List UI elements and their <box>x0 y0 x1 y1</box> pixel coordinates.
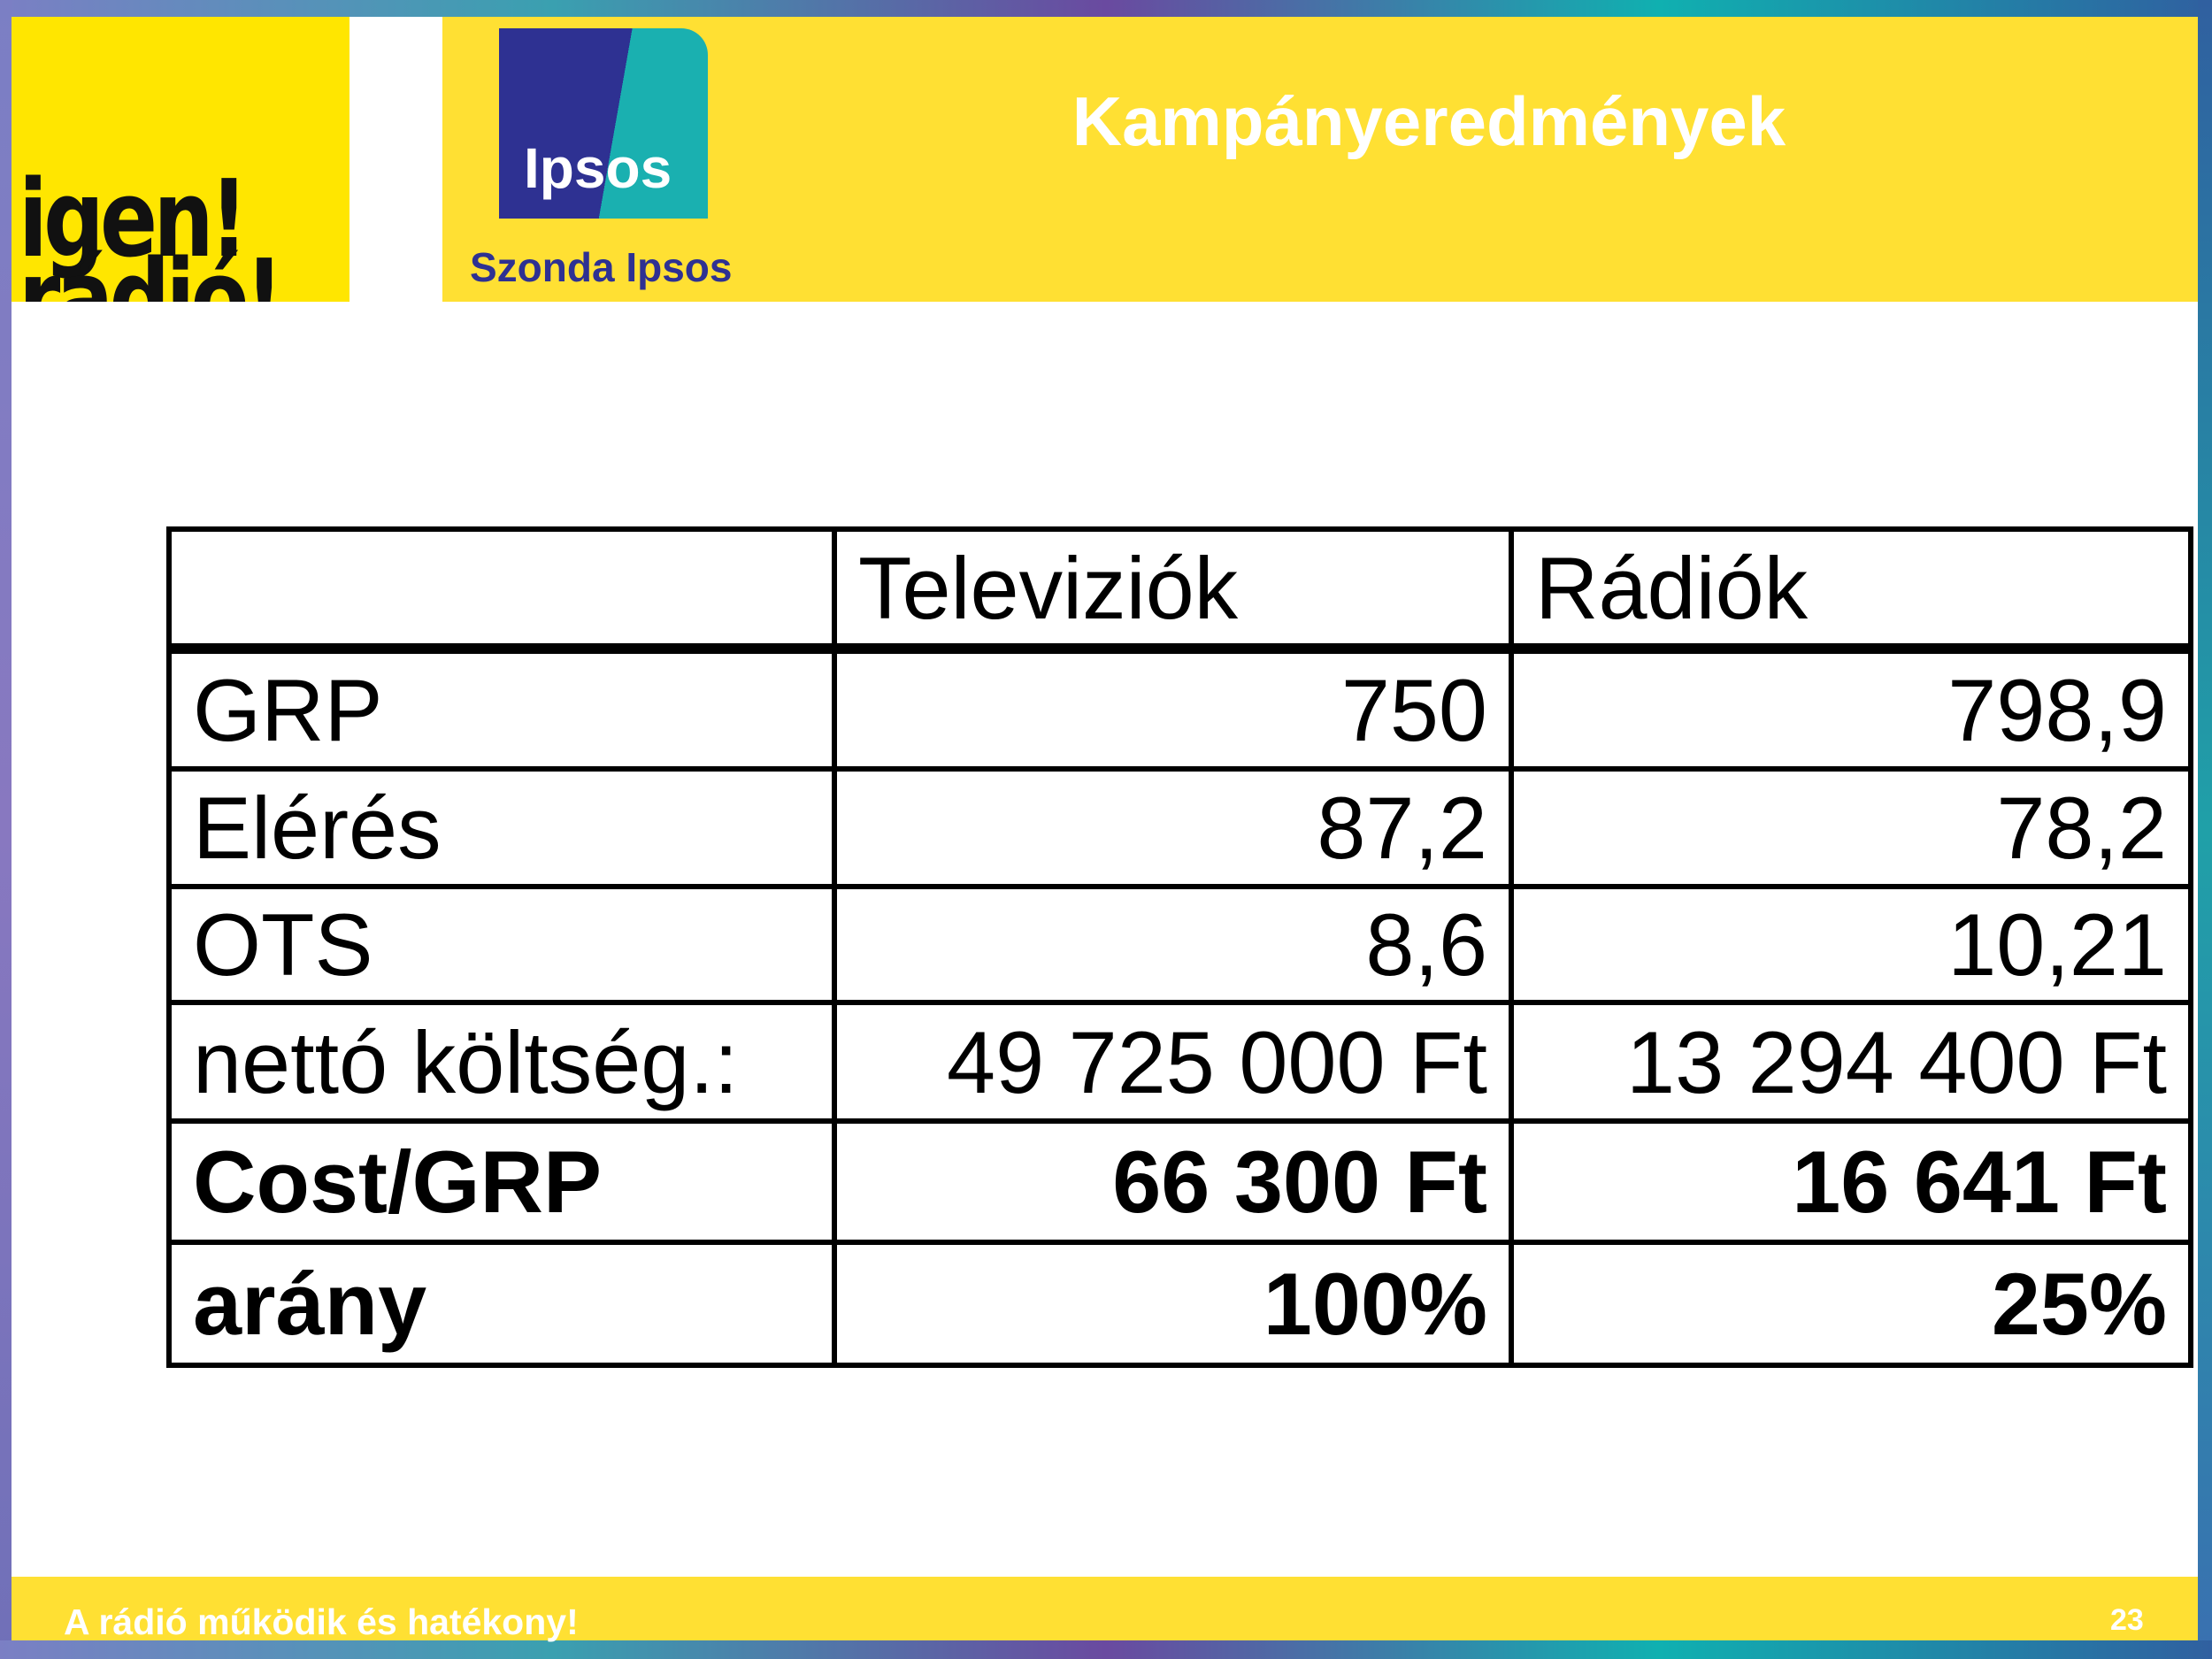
header-band <box>442 17 2198 302</box>
label-cell: Elérés <box>166 766 837 889</box>
page-number: 23 <box>2110 1603 2144 1637</box>
value-cell: 798,9 <box>1509 646 2193 772</box>
brand-top: igen! <box>19 158 249 281</box>
table-row: arány 100% 25% <box>166 1240 2193 1368</box>
table-row: Cost/GRP 66 300 Ft 16 641 Ft <box>166 1118 2193 1245</box>
footer-band <box>12 1577 2198 1640</box>
value-cell: 8,6 <box>832 884 1514 1005</box>
table-row: OTS 8,6 10,21 <box>166 884 2193 1005</box>
header-cell: Televiziók <box>832 526 1514 654</box>
value-cell: 16 641 Ft <box>1509 1118 2193 1245</box>
value-cell: 78,2 <box>1509 766 2193 889</box>
label-cell: nettó költség.: <box>166 1000 837 1124</box>
top-stripe <box>0 0 2212 17</box>
right-stripe <box>2198 0 2212 1659</box>
label-cell: arány <box>166 1240 837 1368</box>
label-cell: OTS <box>166 884 837 1005</box>
header-cell: Rádiók <box>1509 526 2193 654</box>
brand-logo: igen! rádió! <box>12 17 349 302</box>
left-stripe <box>0 0 12 1659</box>
footer-text: A rádió működik és hatékony! <box>64 1601 579 1642</box>
value-cell: 49 725 000 Ft <box>832 1000 1514 1124</box>
value-cell: 13 294 400 Ft <box>1509 1000 2193 1124</box>
header-cell <box>166 526 837 654</box>
results-table: Televiziók Rádiók GRP 750 798,9 Elérés 87,2 78,… <box>166 526 2193 1368</box>
value-cell: 25% <box>1509 1240 2193 1368</box>
value-cell: 10,21 <box>1509 884 2193 1005</box>
ipsos-logo: Ipsos <box>499 28 708 219</box>
value-cell: 750 <box>832 646 1514 772</box>
label-cell: Cost/GRP <box>166 1118 837 1245</box>
value-cell: 66 300 Ft <box>832 1118 1514 1245</box>
logo-caption: Szonda Ipsos <box>470 244 733 290</box>
logo-text: Ipsos <box>524 136 672 200</box>
table-row: Elérés 87,2 78,2 <box>166 766 2193 889</box>
label-cell: GRP <box>166 646 837 772</box>
brand-bottom: rádió! <box>19 238 283 303</box>
table-row: nettó költség.: 49 725 000 Ft 13 294 400 F… <box>166 1000 2193 1124</box>
title: Kampányeredmények <box>1071 82 1786 160</box>
value-cell: 100% <box>832 1240 1514 1368</box>
header-row: Televiziók Rádiók <box>166 526 2193 654</box>
value-cell: 87,2 <box>832 766 1514 889</box>
bottom-stripe <box>0 1640 2212 1659</box>
table-row: GRP 750 798,9 <box>166 646 2193 772</box>
